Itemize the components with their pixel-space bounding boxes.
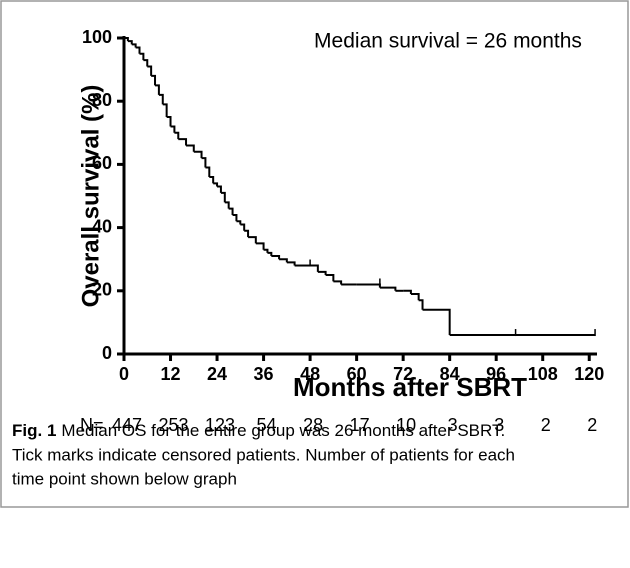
survival-step [403,289,412,294]
at-risk-count: 3 [448,415,458,435]
survival-step [356,283,381,288]
survival-step [271,255,281,260]
survival-step [127,40,133,45]
caption-label: Fig. 1 [12,421,56,440]
x-tick-label: 108 [528,364,558,384]
y-tick-label: 60 [92,153,112,173]
survival-step [213,182,219,187]
survival-step [170,125,176,133]
survival-step [236,220,242,225]
at-risk-count: 17 [350,415,370,435]
at-risk-count: 54 [257,415,277,435]
survival-step [162,103,168,117]
survival-step [193,150,203,159]
survival-step [131,43,137,48]
survival-step [209,176,215,184]
x-tick-label: 60 [347,364,367,384]
survival-step [317,270,327,275]
at-risk-count: 3 [494,415,504,435]
survival-step [379,286,397,291]
x-tick-label: 48 [300,364,320,384]
at-risk-count: 2 [587,415,597,435]
x-tick-label: 36 [254,364,274,384]
survival-step [139,52,145,61]
survival-step [143,59,149,67]
frame [0,0,629,508]
y-tick-label: 0 [102,343,112,363]
survival-step [279,258,288,263]
caption-line: time point shown below graph [12,469,237,488]
x-tick-label: 0 [119,364,129,384]
survival-step [174,131,180,140]
survival-step [248,236,257,244]
y-tick-label: 100 [82,27,112,47]
survival-step [410,292,420,301]
x-tick-label: 120 [574,364,604,384]
y-tick-label: 40 [92,216,112,236]
survival-step [286,261,296,266]
x-tick-label: 72 [393,364,413,384]
caption-line: Tick marks indicate censored patients. N… [12,445,515,464]
y-axis-title: Overall survival (%) [77,85,104,308]
survival-step [220,191,226,203]
at-risk-count: 28 [303,415,323,435]
survival-step [240,223,246,231]
at-risk-count: 253 [159,415,189,435]
at-risk-count: 447 [112,415,142,435]
survival-step [228,207,234,215]
survival-step [325,274,335,282]
survival-step [155,84,160,95]
survival-step [244,229,250,238]
survival-step [333,280,343,285]
survival-step [178,138,188,146]
survival-step [232,213,238,222]
x-tick-label: 12 [161,364,181,384]
survival-step [186,144,195,152]
survival-step [267,251,273,257]
survival-step [418,299,424,310]
survival-step [124,37,129,42]
survival-step [201,157,207,168]
survival-step [147,65,153,76]
survival-step [255,242,265,250]
y-tick-label: 80 [92,90,112,110]
at-risk-count: 2 [541,415,551,435]
survival-step [205,166,211,178]
survival-step [422,308,451,336]
caption: Fig. 1 Median OS for the entire group was… [12,421,505,440]
y-tick-label: 20 [92,280,112,300]
survival-step [263,248,269,253]
x-tick-label: 84 [440,364,460,384]
survival-step [310,264,319,272]
survival-step [151,74,157,86]
survival-step [158,93,164,105]
at-risk-count: 123 [205,415,235,435]
survival-step [135,46,141,54]
x-axis-title: Months after SBRT [293,372,527,402]
survival-step [217,185,222,193]
at-risk-count: 10 [396,415,416,435]
survival-step [166,116,172,127]
survival-step [224,201,230,209]
annotation: Median survival = 26 months [314,30,582,53]
x-tick-label: 24 [207,364,227,384]
x-tick-label: 96 [486,364,506,384]
at-risk-label: N= [80,415,104,435]
caption-line: Median OS for the entire group was 26 mo… [61,421,505,440]
